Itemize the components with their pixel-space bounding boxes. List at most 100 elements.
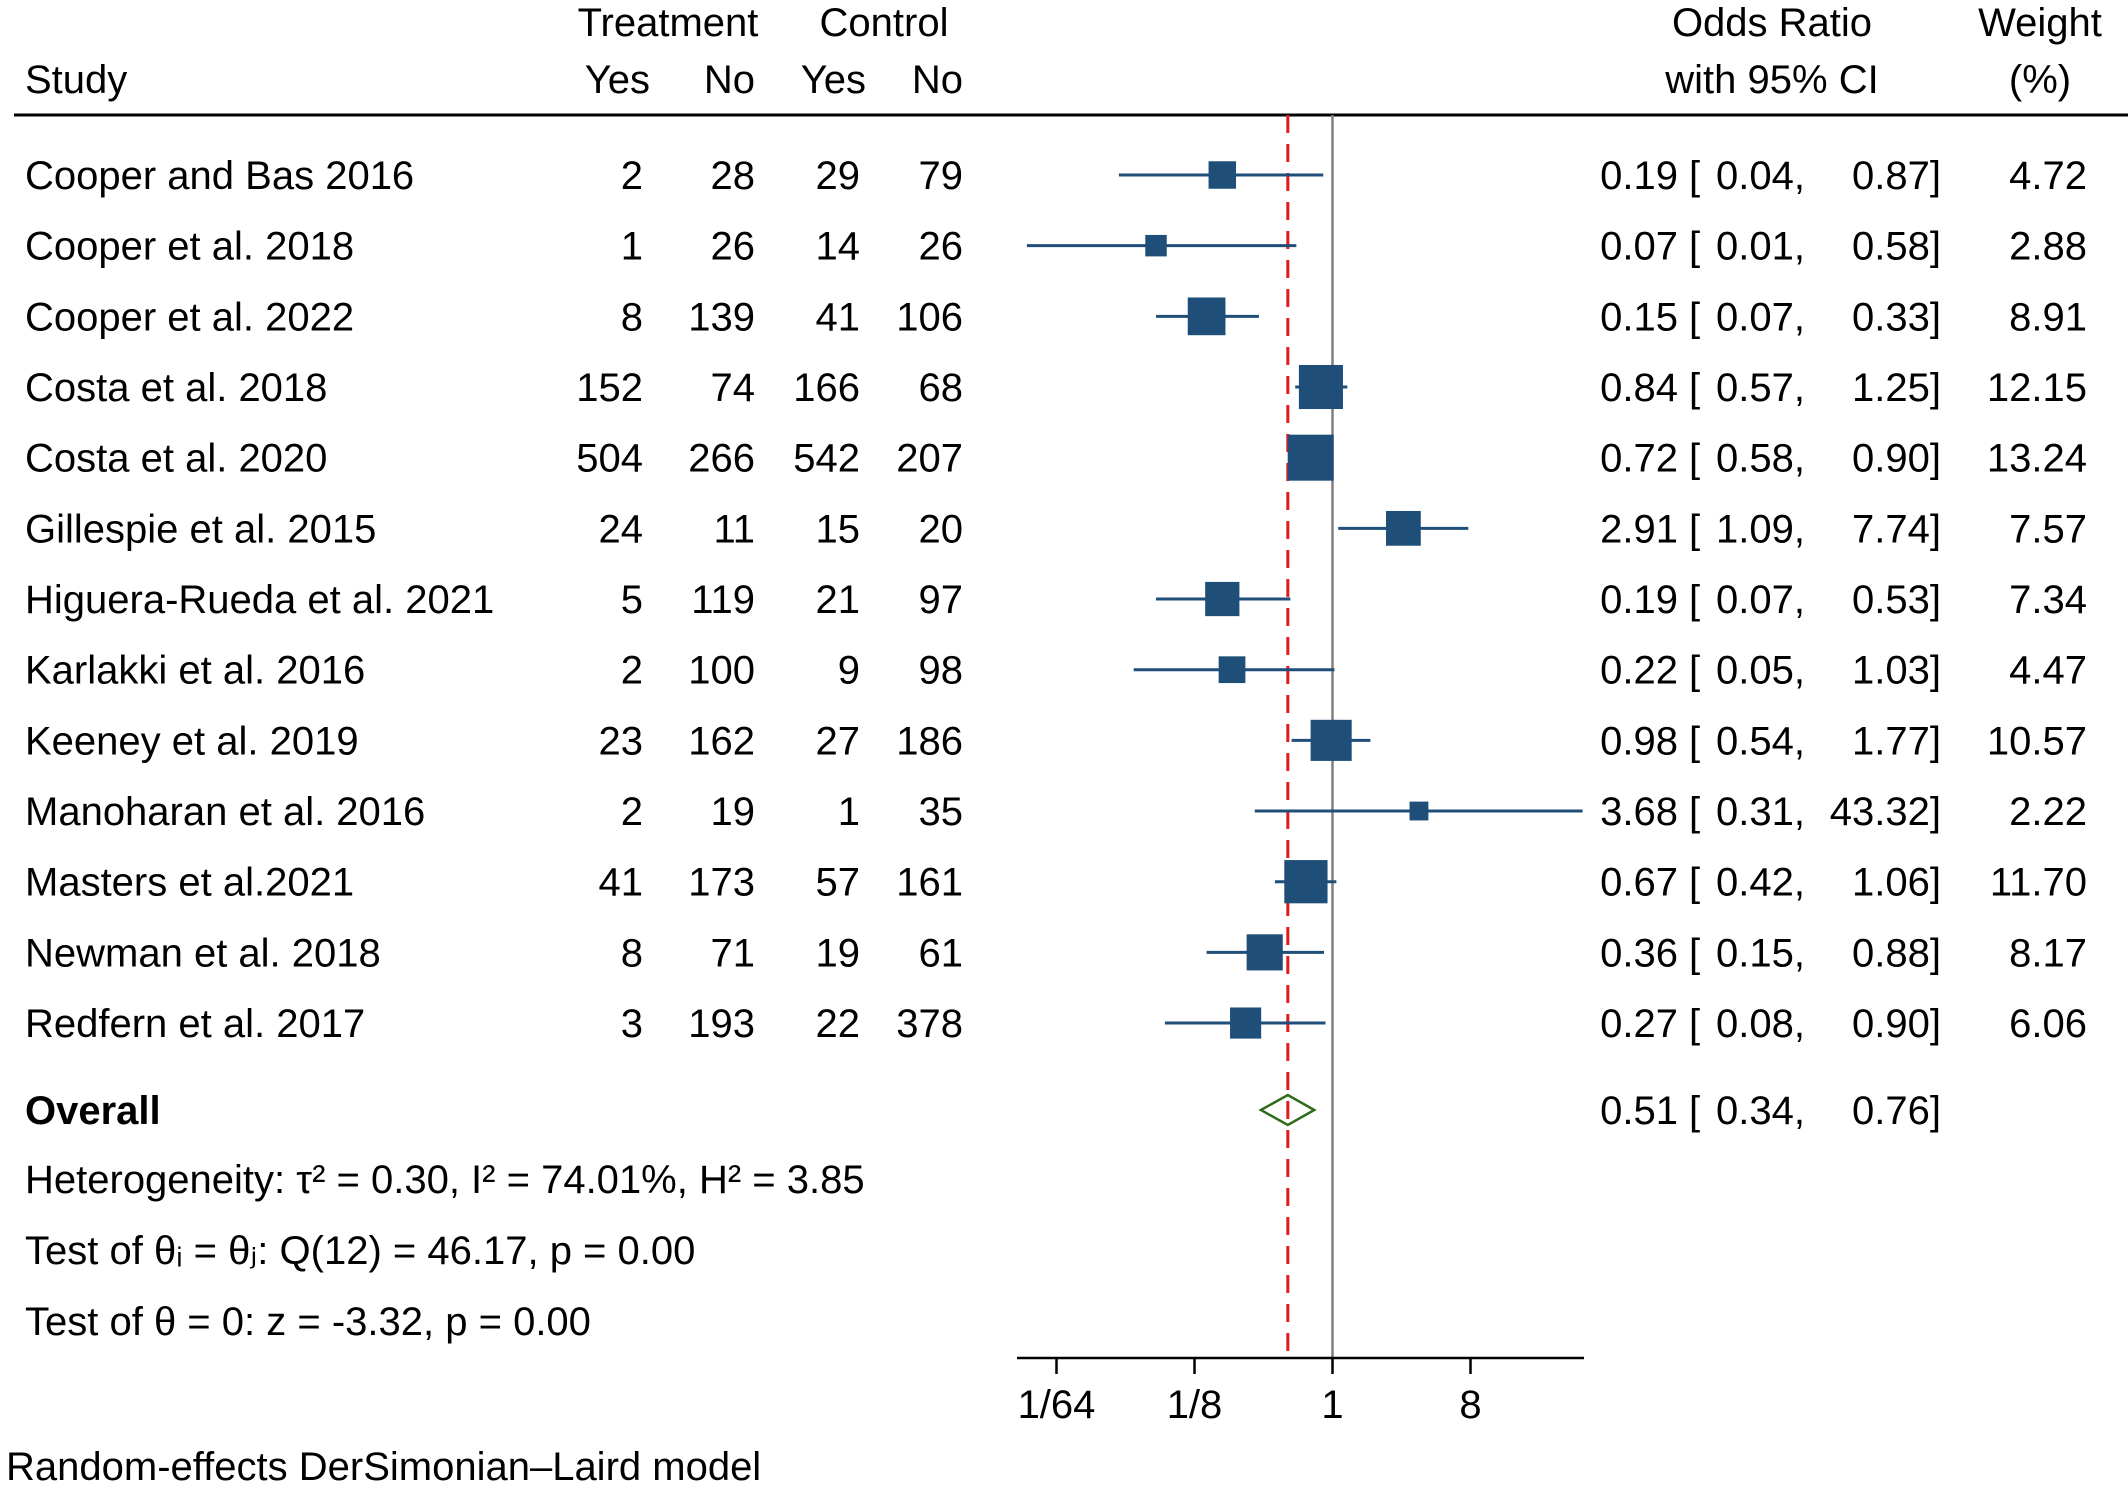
overall-ci-lower: 0.34, bbox=[1716, 1089, 1805, 1133]
weight-value: 12.15 bbox=[1987, 366, 2087, 410]
treatment-no-value: 139 bbox=[688, 295, 755, 339]
ci-open-bracket: [ bbox=[1689, 578, 1700, 622]
treatment-no-value: 28 bbox=[711, 154, 756, 198]
overall-odds-ratio: 0.51 bbox=[1600, 1089, 1678, 1133]
control-yes-value: 15 bbox=[816, 507, 861, 551]
ci-open-bracket: [ bbox=[1689, 861, 1700, 905]
study-name: Keeney et al. 2019 bbox=[25, 719, 359, 763]
odds-ratio-value: 0.67 bbox=[1600, 861, 1678, 905]
control-no-value: 97 bbox=[919, 578, 964, 622]
ci-open-bracket: [ bbox=[1689, 366, 1700, 410]
control-yes-value: 9 bbox=[838, 649, 860, 693]
odds-ratio-value: 3.68 bbox=[1600, 790, 1678, 834]
ci-open-bracket: [ bbox=[1689, 154, 1700, 198]
treatment-yes-value: 504 bbox=[576, 437, 643, 481]
control-yes-value: 19 bbox=[816, 931, 861, 975]
study-row: Gillespie et al. 2015 24 11 15 20 2.91[1.09, 7… bbox=[25, 507, 2087, 551]
ci-lower-value: 1.09, bbox=[1716, 507, 1805, 551]
ci-lower-value: 0.31, bbox=[1716, 790, 1805, 834]
ci-upper-value: 1.77] bbox=[1852, 719, 1941, 763]
study-marker bbox=[1298, 364, 1343, 410]
treatment-yes-value: 23 bbox=[599, 719, 644, 763]
x-tick-label: 1/8 bbox=[1167, 1383, 1223, 1427]
study-marker bbox=[1310, 719, 1352, 761]
control-no-value: 98 bbox=[919, 649, 964, 693]
overall-ci-upper: 0.76] bbox=[1852, 1089, 1941, 1133]
treatment-no-value: 11 bbox=[713, 507, 755, 551]
study-row: Newman et al. 2018 8 71 19 61 0.36[0.15, 0.88]… bbox=[25, 931, 2087, 975]
ci-upper-value: 0.87] bbox=[1852, 154, 1941, 198]
overall-label: Overall bbox=[25, 1089, 161, 1133]
treatment-no-value: 100 bbox=[688, 649, 755, 693]
ci-open-bracket: [ bbox=[1689, 507, 1700, 551]
treatment-no-value: 74 bbox=[711, 366, 756, 410]
odds-ratio-value: 0.72 bbox=[1600, 437, 1678, 481]
study-row: Keeney et al. 2019 23 162 27 186 0.98[0.54, 1.… bbox=[25, 719, 2087, 763]
study-row: Costa et al. 2020 504 266 542 207 0.72[0.58, 0… bbox=[25, 434, 2087, 481]
weight-value: 4.72 bbox=[2009, 154, 2087, 198]
ci-upper-value: 1.25] bbox=[1852, 366, 1941, 410]
odds-ratio-value: 0.27 bbox=[1600, 1002, 1678, 1046]
ci-upper-value: 0.88] bbox=[1852, 931, 1941, 975]
treatment-yes-value: 24 bbox=[599, 507, 644, 551]
weight-value: 13.24 bbox=[1987, 437, 2087, 481]
header-or-line1: Odds Ratio bbox=[1672, 1, 1872, 45]
x-tick-label: 1/64 bbox=[1018, 1383, 1096, 1427]
control-yes-value: 27 bbox=[816, 719, 861, 763]
ci-upper-value: 0.33] bbox=[1852, 295, 1941, 339]
control-yes-value: 14 bbox=[816, 225, 861, 269]
study-row: Costa et al. 2018 152 74 166 68 0.84[0.57, 1.2… bbox=[25, 364, 2087, 410]
study-row: Cooper and Bas 2016 2 28 29 79 0.19[0.04, 0.87… bbox=[25, 154, 2087, 198]
control-no-value: 106 bbox=[896, 295, 963, 339]
ci-open-bracket: [ bbox=[1689, 1002, 1700, 1046]
treatment-yes-value: 41 bbox=[599, 861, 644, 905]
x-tick-label: 1 bbox=[1321, 1383, 1343, 1427]
ci-lower-value: 0.07, bbox=[1716, 578, 1805, 622]
treatment-yes-value: 2 bbox=[621, 649, 643, 693]
treatment-no-value: 26 bbox=[711, 225, 756, 269]
control-no-value: 378 bbox=[896, 1002, 963, 1046]
header-treatment: Treatment bbox=[578, 1, 759, 45]
ci-lower-value: 0.15, bbox=[1716, 931, 1805, 975]
study-rows: Cooper and Bas 2016 2 28 29 79 0.19[0.04, 0.87… bbox=[25, 154, 2087, 1046]
control-yes-value: 542 bbox=[793, 437, 860, 481]
weight-value: 8.91 bbox=[2009, 295, 2087, 339]
weight-value: 8.17 bbox=[2009, 931, 2087, 975]
study-name: Cooper et al. 2018 bbox=[25, 225, 354, 269]
overall-diamond bbox=[1258, 1093, 1317, 1127]
x-axis: 1/64 1/8 1 8 bbox=[1017, 1356, 1584, 1427]
weight-value: 7.57 bbox=[2009, 507, 2087, 551]
odds-ratio-value: 0.19 bbox=[1600, 578, 1678, 622]
ci-open-bracket: [ bbox=[1689, 931, 1700, 975]
model-note: Random-effects DerSimonian–Laird model bbox=[6, 1445, 761, 1489]
study-name: Masters et al.2021 bbox=[25, 861, 354, 905]
study-row: Karlakki et al. 2016 2 100 9 98 0.22[0.05, 1.0… bbox=[25, 649, 2087, 693]
odds-ratio-value: 0.36 bbox=[1600, 931, 1678, 975]
control-no-value: 161 bbox=[896, 861, 963, 905]
header: Treatment Control Study Yes No Yes No Od… bbox=[25, 1, 2102, 102]
treatment-yes-value: 152 bbox=[576, 366, 643, 410]
study-marker bbox=[1230, 1007, 1262, 1039]
header-or-line2: with 95% CI bbox=[1664, 58, 1878, 102]
header-control: Control bbox=[820, 1, 949, 45]
treatment-yes-value: 3 bbox=[621, 1002, 643, 1046]
treatment-no-value: 162 bbox=[688, 719, 755, 763]
study-marker bbox=[1145, 234, 1167, 257]
treatment-no-value: 266 bbox=[688, 437, 755, 481]
test-theta-zero-line: Test of θ = 0: z = -3.32, p = 0.00 bbox=[25, 1300, 591, 1344]
control-no-value: 61 bbox=[919, 931, 964, 975]
header-treatment-yes: Yes bbox=[585, 58, 650, 102]
header-weight-line1: Weight bbox=[1978, 1, 2102, 45]
weight-value: 10.57 bbox=[1987, 719, 2087, 763]
ci-upper-value: 1.03] bbox=[1852, 649, 1941, 693]
study-marker bbox=[1287, 434, 1334, 481]
study-marker bbox=[1208, 161, 1237, 189]
study-row: Cooper et al. 2022 8 139 41 106 0.15[0.07, 0.3… bbox=[25, 295, 2087, 339]
ci-lower-value: 0.58, bbox=[1716, 437, 1805, 481]
treatment-no-value: 119 bbox=[691, 578, 755, 622]
header-control-no: No bbox=[912, 58, 963, 102]
odds-ratio-value: 0.15 bbox=[1600, 295, 1678, 339]
study-row: Redfern et al. 2017 3 193 22 378 0.27[0.08, 0.… bbox=[25, 1002, 2087, 1046]
weight-value: 7.34 bbox=[2009, 578, 2087, 622]
header-weight-line2: (%) bbox=[2009, 58, 2071, 102]
